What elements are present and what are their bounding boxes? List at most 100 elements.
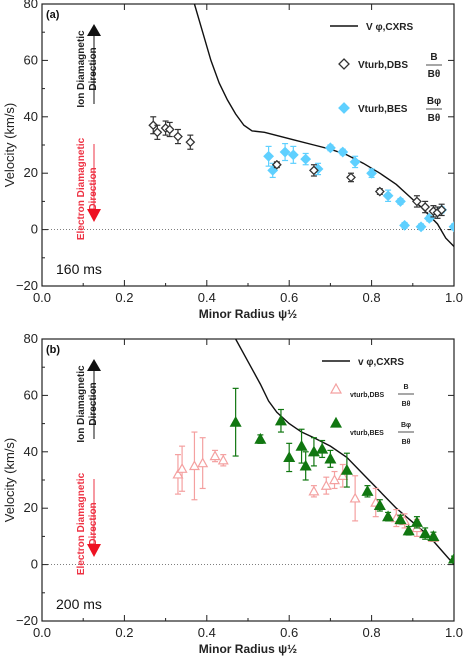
dbs-point (329, 474, 341, 485)
bes-point (263, 150, 275, 162)
electron-arrow-icon (87, 209, 101, 222)
legend-cxrs-label: v φ,CXRS (358, 357, 404, 368)
dbs-point (185, 137, 196, 148)
legend-bes-label: vturb,BES (350, 430, 384, 437)
legend: v φ,CXRS vturb,DBS B Bθ vturb,BES Bφ Bθ (322, 357, 414, 446)
bes-point (340, 463, 353, 475)
y-tick-label: 60 (24, 52, 38, 67)
x-tick-label: 1.0 (445, 625, 463, 640)
bes-point (415, 221, 427, 233)
ion-arrow-icon (87, 359, 101, 371)
bes-point (427, 530, 440, 542)
dbs-point (374, 186, 385, 197)
y-tick-label: 80 (24, 0, 38, 11)
x-tick-label: 1.0 (445, 290, 463, 305)
bes-point (274, 414, 287, 426)
time-label: 200 ms (56, 596, 102, 612)
legend-cxrs-label: V φ,CXRS (366, 22, 413, 33)
bes-point (295, 439, 308, 451)
electron-direction-line: Electron Diamagnetic (76, 137, 87, 240)
bes-point (337, 146, 349, 158)
dbs-point (197, 457, 209, 468)
legend: V φ,CXRS Vturb,DBS B Bθ Vturb,BES Bφ Bθ (330, 22, 442, 124)
bes-point (316, 442, 329, 454)
dbs-point (217, 454, 229, 465)
dbs-point (176, 462, 188, 473)
bes-point (394, 513, 407, 525)
x-tick-label: 0.8 (363, 290, 381, 305)
dbs-point (349, 492, 361, 503)
dbs-point (436, 204, 447, 215)
bes-point (373, 499, 386, 510)
legend-dbs-label: Vturb,DBS (358, 60, 408, 71)
bes-point (447, 552, 454, 564)
y-tick-label: 20 (24, 500, 38, 515)
x-axis-label: Minor Radius ψ½ (199, 642, 297, 656)
panel-label: (a) (46, 9, 60, 21)
dbs-point (337, 470, 349, 480)
y-tick-label: 60 (24, 387, 38, 402)
bes-point (287, 149, 299, 161)
bes-point (366, 167, 378, 179)
bes-point (254, 432, 267, 444)
x-tick-label: 0.2 (115, 625, 133, 640)
x-tick-label: 0.6 (280, 625, 298, 640)
data-layer (148, 4, 454, 248)
legend-dbs-numerator: B (430, 52, 437, 63)
legend-bes-swatch (329, 416, 343, 428)
y-tick-label: 40 (24, 109, 38, 124)
x-tick-label: 0.4 (198, 625, 216, 640)
ion-direction-line: Ion Diamagnetic (76, 365, 87, 443)
panel-b: 0.0 0.2 0.4 0.6 0.8 1.0 −20 0 20 40 60 80 Minor Radi… (2, 331, 463, 656)
dbs-point (152, 127, 163, 138)
dbs-point (420, 202, 431, 212)
plot-frame (41, 3, 455, 287)
bes-point (283, 451, 296, 463)
dbs-point (164, 124, 175, 135)
bes-point (361, 485, 374, 496)
y-tick-label: 20 (24, 165, 38, 180)
dbs-point (172, 468, 184, 479)
legend-bes-numerator: Bφ (427, 96, 441, 107)
dbs-point (173, 131, 183, 142)
x-tick-label: 0.6 (280, 290, 298, 305)
bes-point (324, 452, 337, 464)
dbs-point (309, 165, 319, 176)
electron-direction-label: Electron DiamagneticDirection (76, 137, 99, 240)
panel-label: (b) (46, 344, 60, 356)
bes-point (382, 510, 395, 522)
dbs-point (320, 479, 332, 490)
bes-point (382, 190, 394, 202)
y-tick-label: 0 (31, 222, 38, 237)
legend-dbs-denominator: Bθ (428, 69, 441, 80)
x-tick-label: 0.2 (115, 290, 133, 305)
legend-bes-denominator: Bθ (428, 113, 441, 124)
legend-bes-denominator: Bθ (402, 439, 411, 446)
dbs-point (188, 460, 200, 471)
bes-point (279, 146, 291, 158)
y-tick-label: 80 (24, 331, 38, 346)
ion-direction-label: Ion DiamagneticDirection (76, 365, 99, 443)
bes-point (300, 153, 312, 165)
cxrs-series-line (193, 4, 454, 248)
dbs-point (209, 450, 221, 461)
y-tick-label: 40 (24, 444, 38, 459)
bes-point (299, 459, 312, 471)
y-tick-label: −20 (16, 613, 38, 628)
bes-point (448, 221, 454, 233)
dbs-point (346, 172, 356, 183)
bes-point (349, 156, 361, 168)
y-axis-label: Velocity (km/s) (2, 438, 17, 523)
legend-bes-label: Vturb,BES (358, 104, 408, 115)
dbs-point (412, 196, 422, 207)
legend-dbs-label: vturb,DBS (350, 392, 385, 399)
ion-arrow-icon (87, 24, 101, 36)
legend-dbs-denominator: Bθ (402, 401, 411, 408)
electron-arrow-icon (87, 544, 101, 557)
dbs-point (271, 159, 282, 170)
bes-point (229, 415, 242, 427)
legend-dbs-numerator: B (403, 384, 408, 391)
legend-bes-swatch (338, 102, 350, 114)
x-tick-label: 0.4 (198, 290, 216, 305)
